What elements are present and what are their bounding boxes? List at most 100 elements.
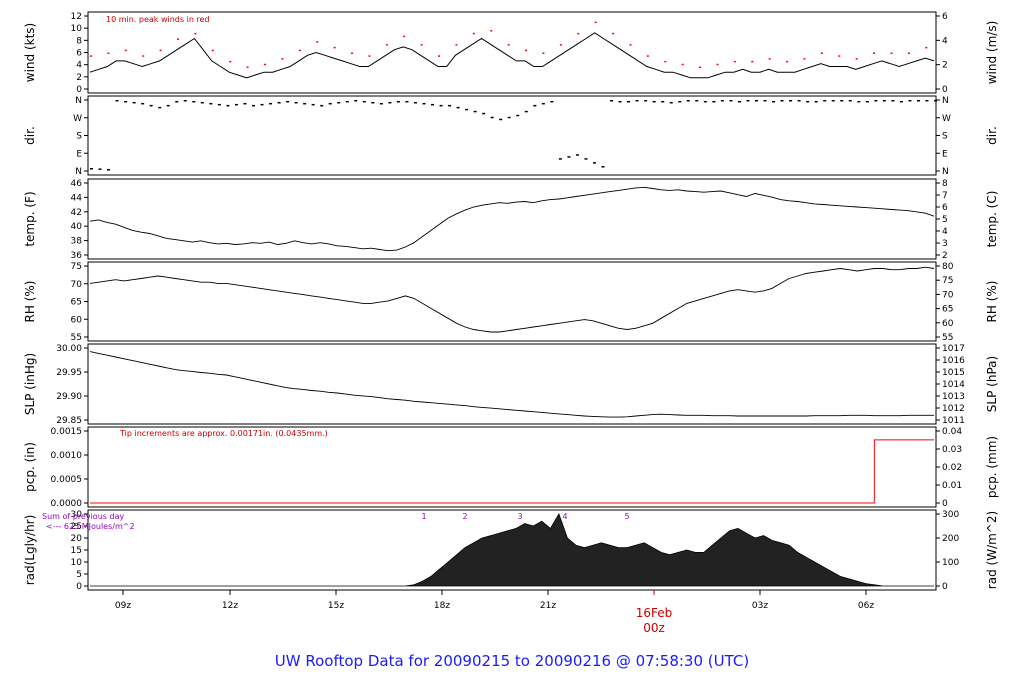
direction-point xyxy=(286,100,290,103)
right-tick-label-direction: N xyxy=(942,96,949,106)
direction-point xyxy=(396,100,400,103)
left-tick-label-wind: 8 xyxy=(76,36,82,46)
direction-point xyxy=(115,99,119,102)
panel-frame-direction xyxy=(87,95,937,176)
direction-point xyxy=(558,158,562,160)
wind-peak-mark xyxy=(159,49,162,52)
right-axis-label-radiation: rad (W/m^2) xyxy=(985,511,999,589)
left-axis-label-precipitation: pcp. (in) xyxy=(23,442,37,492)
direction-point xyxy=(584,158,588,160)
direction-point xyxy=(763,99,767,102)
right-tick-label-temperature: 7 xyxy=(942,191,948,201)
panel-frame-pressure xyxy=(87,343,937,425)
left-tick-label-pressure: 29.85 xyxy=(56,416,82,426)
direction-point xyxy=(695,99,699,102)
direction-point xyxy=(448,104,452,107)
direction-point xyxy=(294,101,298,104)
left-tick-label-direction: S xyxy=(76,132,82,142)
wind-peak-mark xyxy=(420,44,423,46)
time-tick-label: 12z xyxy=(222,601,238,611)
wind-peak-mark xyxy=(90,55,92,57)
left-tick-label-humidity: 60 xyxy=(71,315,83,325)
wind-speed-line xyxy=(89,32,935,79)
wind-peak-mark xyxy=(577,32,580,35)
time-tick-label: 18z xyxy=(434,601,450,611)
left-tick-label-temperature: 46 xyxy=(71,179,83,189)
direction-point xyxy=(865,100,869,103)
direction-point xyxy=(200,101,204,104)
direction-point xyxy=(183,99,187,102)
direction-point xyxy=(345,100,349,103)
wind-peak-mark xyxy=(438,55,441,57)
left-tick-label-humidity: 75 xyxy=(71,262,82,272)
direction-point xyxy=(575,154,579,156)
wind-peak-mark xyxy=(855,58,858,60)
right-tick-label-wind: 0 xyxy=(942,85,948,95)
wind-peak-mark xyxy=(472,32,475,35)
direction-point xyxy=(814,100,818,103)
right-axis-label-humidity: RH (%) xyxy=(985,281,999,323)
left-tick-label-radiation: 0 xyxy=(76,582,82,592)
direction-point xyxy=(652,100,656,103)
precipitation-step-line xyxy=(90,439,934,504)
wind-peak-mark xyxy=(333,46,336,49)
left-tick-label-wind: 2 xyxy=(76,73,82,83)
wind-peak-mark xyxy=(211,49,214,52)
right-tick-label-wind: 6 xyxy=(942,12,948,22)
wind-peak-mark xyxy=(786,60,789,63)
right-tick-label-humidity: 80 xyxy=(942,262,954,272)
direction-point xyxy=(90,168,93,170)
direction-point xyxy=(908,99,912,102)
right-tick-label-humidity: 70 xyxy=(942,290,954,300)
wind-peak-mark xyxy=(925,46,928,49)
panel-frame-temperature xyxy=(87,178,937,260)
direction-point xyxy=(882,99,886,102)
wind-peak-mark xyxy=(229,60,232,63)
right-tick-label-wind: 4 xyxy=(942,36,948,46)
wind-peak-mark xyxy=(281,58,284,60)
wind-peak-mark xyxy=(629,44,632,46)
direction-point xyxy=(149,104,153,107)
wind-peak-mark xyxy=(664,60,667,63)
direction-point xyxy=(141,102,145,105)
left-tick-label-wind: 4 xyxy=(76,61,82,71)
date-hour-label: 00z xyxy=(643,621,665,635)
direction-point xyxy=(371,101,375,104)
wind-peak-mark xyxy=(351,52,354,54)
left-tick-label-radiation: 15 xyxy=(71,546,82,556)
direction-point xyxy=(925,99,929,102)
direction-point xyxy=(712,100,716,103)
direction-point xyxy=(610,99,614,102)
direction-point xyxy=(772,100,776,103)
wind-peak-mark xyxy=(699,66,702,69)
wind-annotation: 10 min. peak winds in red xyxy=(106,15,210,24)
left-axis-label-pressure: SLP (inHg) xyxy=(23,353,37,415)
direction-point xyxy=(388,101,392,104)
direction-point xyxy=(158,106,162,109)
wind-peak-mark xyxy=(681,63,684,66)
right-tick-label-pressure: 1013 xyxy=(942,392,965,402)
direction-point xyxy=(789,99,793,102)
direction-point xyxy=(891,99,895,102)
right-tick-label-temperature: 3 xyxy=(942,239,948,249)
wind-peak-mark xyxy=(490,30,493,32)
time-tick-label: 09z xyxy=(115,601,131,611)
left-tick-label-precipitation: 0.0000 xyxy=(51,499,83,509)
wind-peak-mark xyxy=(316,41,319,43)
radiation-marker: 2 xyxy=(462,512,467,521)
left-tick-label-precipitation: 0.0005 xyxy=(51,475,83,485)
direction-point xyxy=(507,116,511,119)
right-tick-label-temperature: 5 xyxy=(942,215,948,225)
right-tick-label-precipitation: 0 xyxy=(942,499,948,509)
left-tick-label-precipitation: 0.0015 xyxy=(51,427,83,437)
right-tick-label-precipitation: 0.04 xyxy=(942,427,962,437)
direction-point xyxy=(413,101,417,104)
direction-point xyxy=(217,103,221,106)
direction-point xyxy=(661,100,665,103)
right-axis-label-pressure: SLP (hPa) xyxy=(985,356,999,412)
left-tick-label-radiation: 20 xyxy=(71,534,83,544)
direction-point xyxy=(405,100,409,103)
right-tick-label-temperature: 8 xyxy=(942,179,948,189)
direction-point xyxy=(192,100,196,103)
direction-point xyxy=(473,110,477,113)
